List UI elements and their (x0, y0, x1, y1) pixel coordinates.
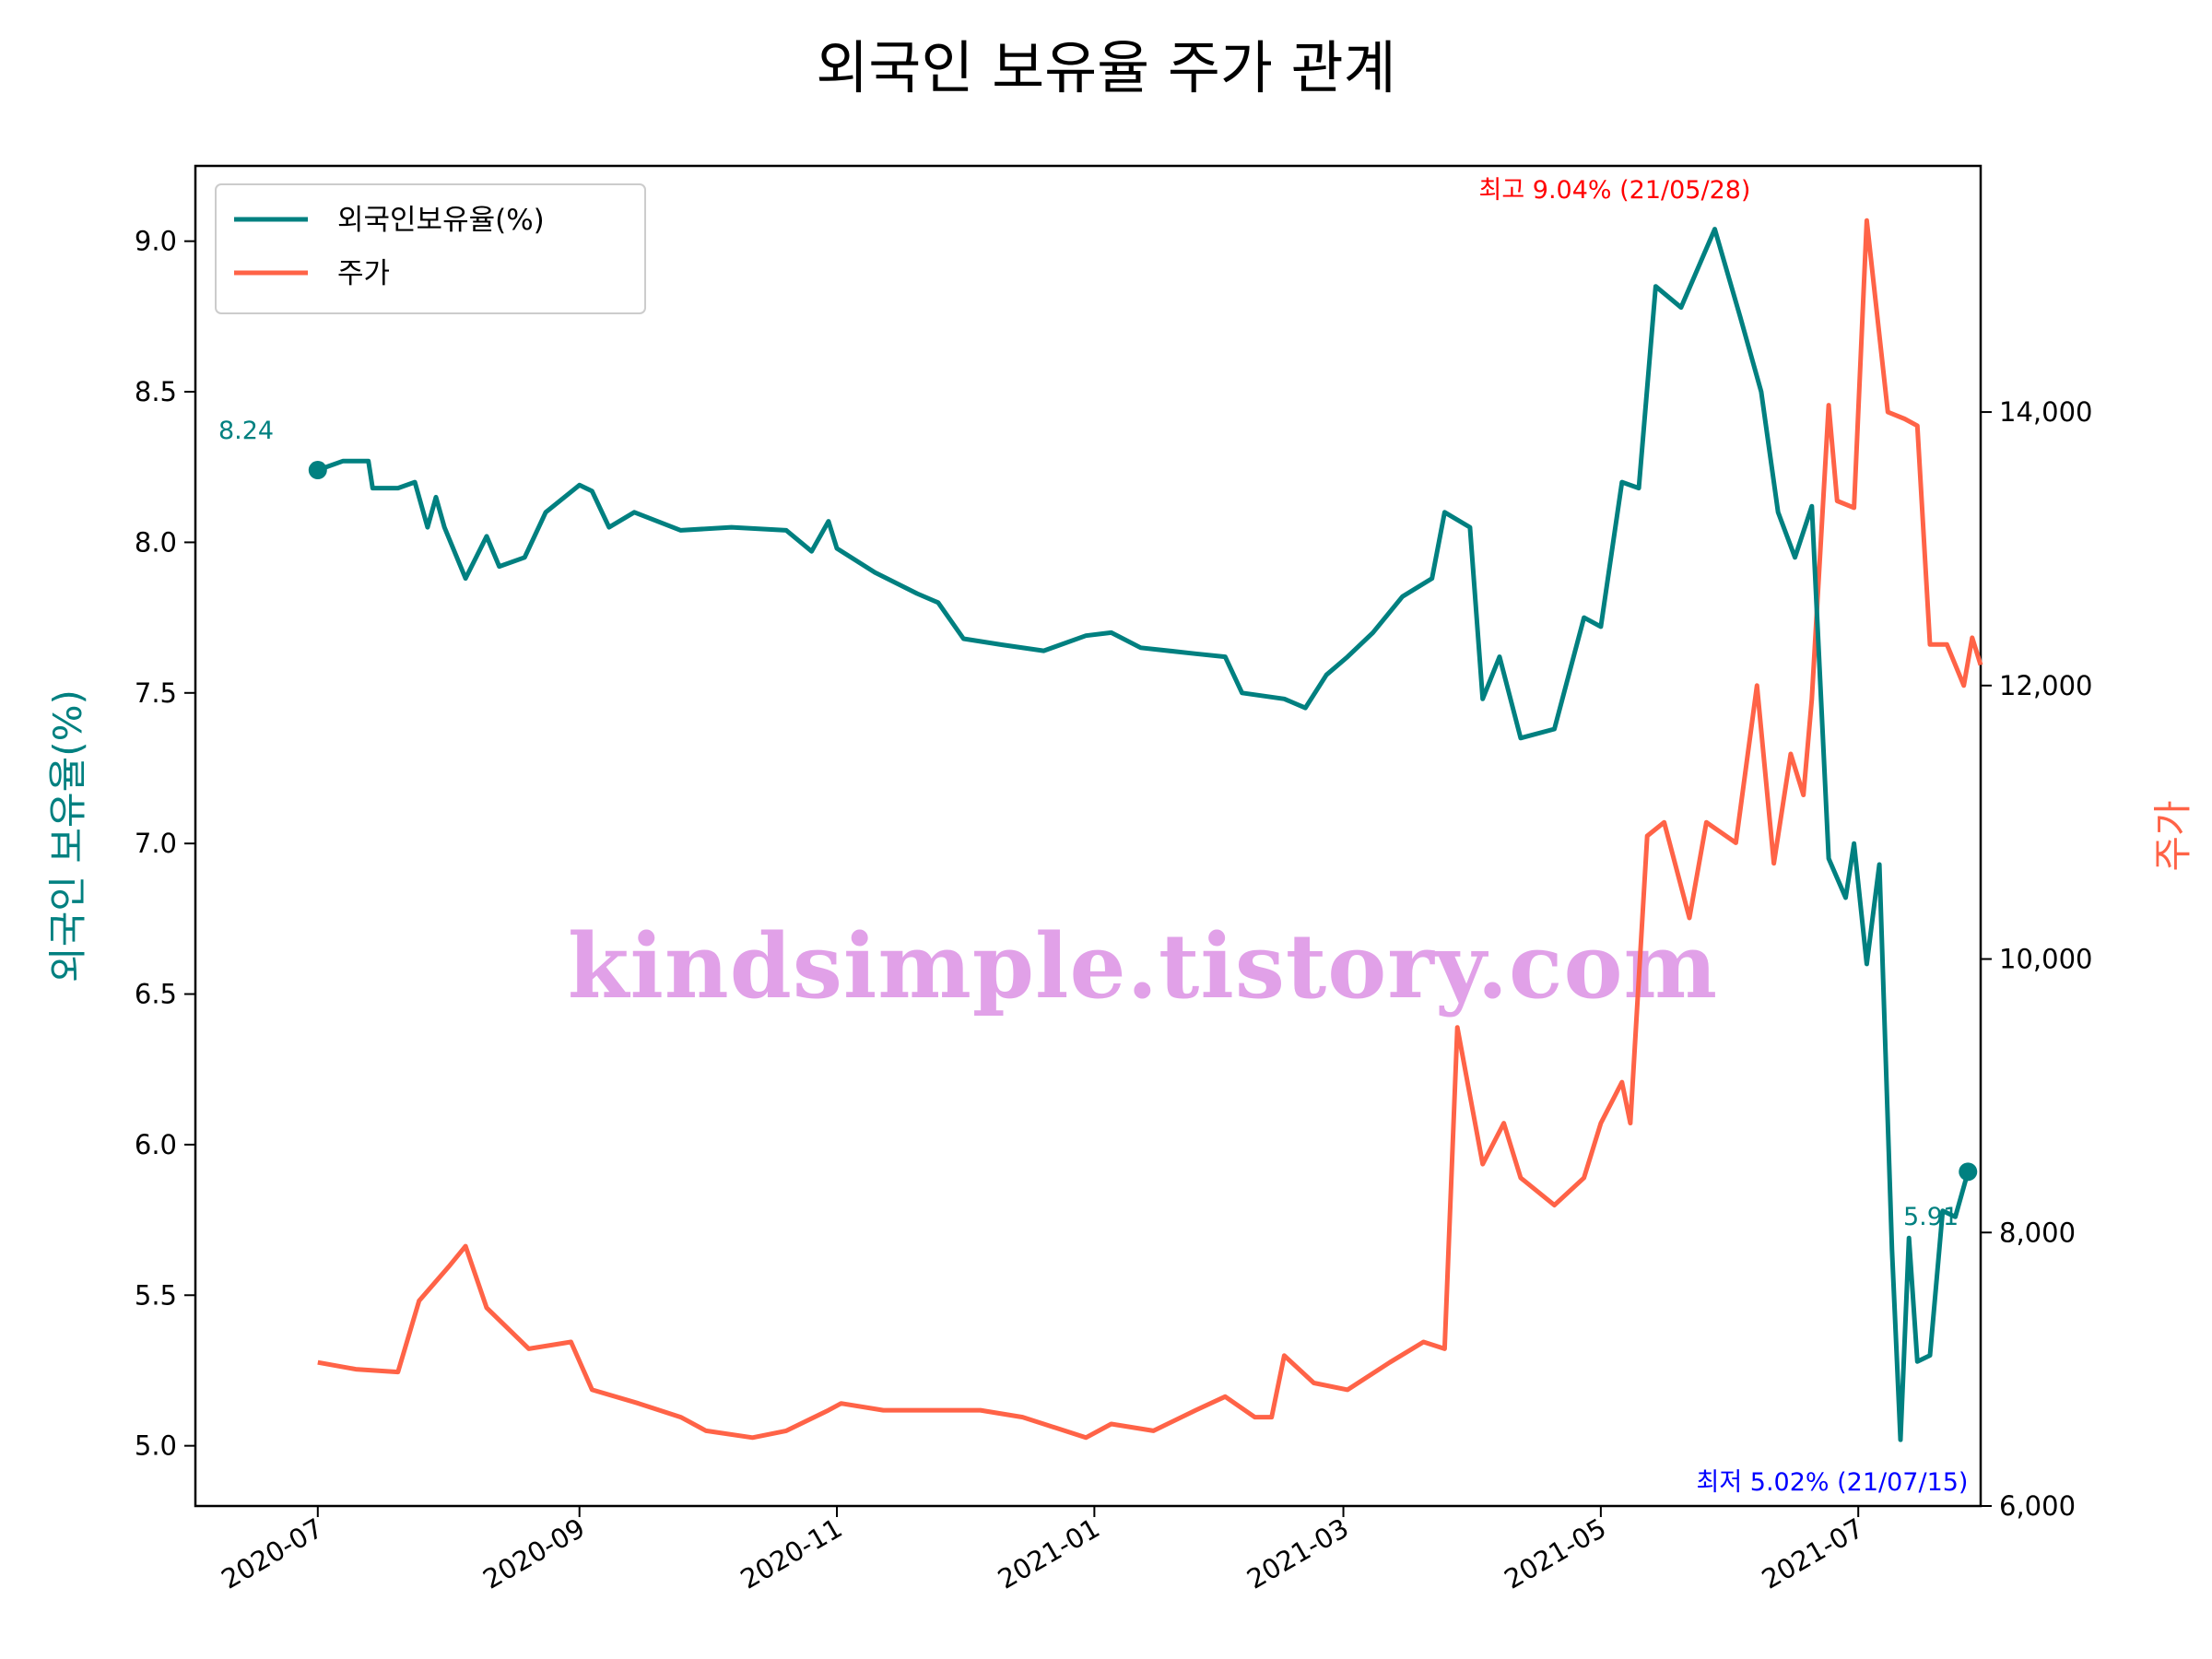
legend: 외국인보유율(%) 주가 (215, 183, 646, 314)
y2-tick-label: 12,000 (1999, 670, 2092, 701)
y-tick-label: 5.5 (135, 1279, 177, 1311)
y-tick-label: 7.0 (135, 828, 177, 859)
ratio-line (316, 227, 1971, 1442)
y-tick-label: 6.0 (135, 1129, 177, 1160)
y-tick-label: 5.0 (135, 1430, 177, 1462)
x-tick-label: 2020-07 (216, 1512, 328, 1595)
price-line (317, 218, 1983, 1441)
y2-tick-label: 8,000 (1999, 1217, 2076, 1248)
plot-area (194, 164, 1983, 1508)
min-annotation: 최저 5.02% (21/07/15) (1697, 1468, 1969, 1497)
right-y-axis: 6,000 8,000 10,000 12,000 14,000 (1981, 396, 2092, 1522)
end-marker (1959, 1162, 1978, 1182)
markers (308, 461, 1978, 1182)
right-axis-label: 주가 (2150, 800, 2195, 871)
x-axis: 2020-07 2020-09 2020-11 2021-01 2021-03 2021-… (216, 1506, 1869, 1595)
left-y-axis: 5.0 5.5 6.0 6.5 7.0 7.5 8.0 8.5 9.0 (135, 226, 195, 1462)
left-axis-label: 외국인 보유율(%) (45, 689, 90, 982)
x-tick-label: 2021-03 (1241, 1512, 1354, 1595)
x-tick-label: 2021-07 (1757, 1512, 1869, 1595)
y-tick-label: 6.5 (135, 979, 177, 1010)
start-value-label: 8.24 (218, 417, 274, 445)
y-tick-label: 7.5 (135, 677, 177, 709)
start-marker (308, 461, 327, 480)
x-tick-label: 2021-05 (1499, 1512, 1611, 1595)
series-lines (316, 218, 1983, 1442)
chart-title: 외국인 보유율 주가 관계 (816, 34, 1396, 101)
end-value-label: 5.91 (1903, 1203, 1959, 1231)
y2-tick-label: 10,000 (1999, 944, 2092, 975)
x-tick-label: 2020-09 (477, 1512, 590, 1595)
y-tick-label: 8.5 (135, 376, 177, 407)
y-tick-label: 9.0 (135, 226, 177, 257)
legend-label-ratio: 외국인보유율(%) (337, 204, 545, 237)
y2-tick-label: 14,000 (1999, 396, 2092, 428)
max-annotation: 최고 9.04% (21/05/28) (1479, 176, 1751, 205)
watermark: kindsimple.tistory.com (568, 914, 1718, 1018)
legend-box (215, 183, 646, 314)
y2-tick-label: 6,000 (1999, 1490, 2076, 1522)
x-tick-label: 2021-01 (993, 1512, 1105, 1595)
legend-label-price: 주가 (337, 257, 390, 290)
x-tick-label: 2020-11 (735, 1512, 848, 1595)
y-tick-label: 8.0 (135, 526, 177, 558)
